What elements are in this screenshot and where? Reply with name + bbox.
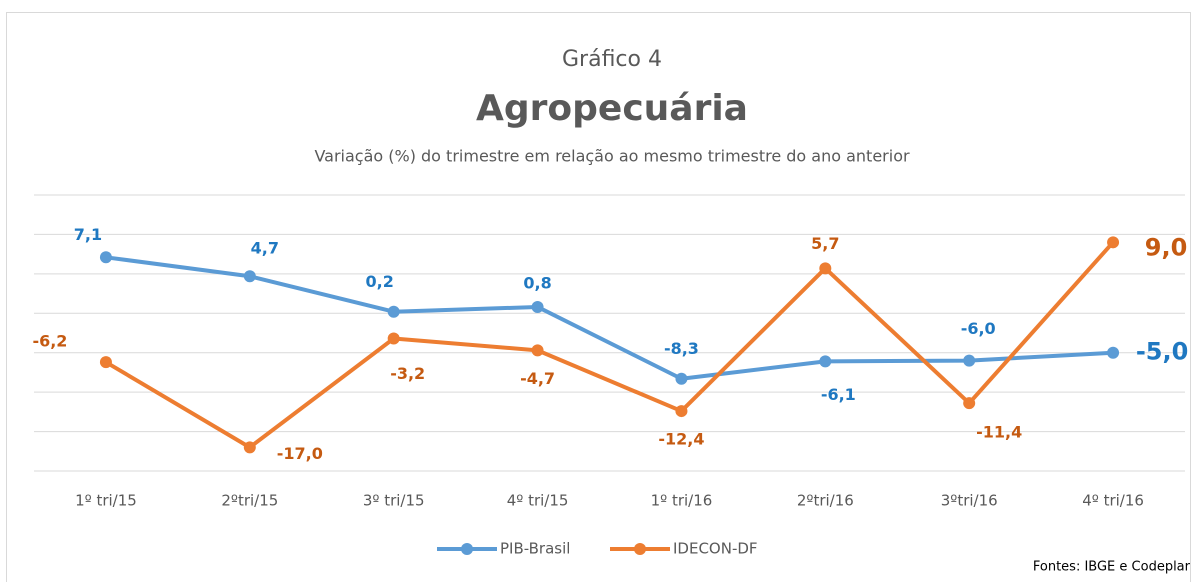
legend-label: PIB-Brasil bbox=[500, 540, 570, 558]
series-line bbox=[104, 240, 1115, 450]
chart-border bbox=[6, 12, 1191, 582]
data-label: -17,0 bbox=[277, 444, 323, 463]
data-point bbox=[1107, 346, 1120, 359]
data-label: -11,4 bbox=[976, 423, 1022, 442]
data-label: -3,2 bbox=[390, 364, 425, 383]
data-point bbox=[387, 305, 400, 318]
data-point bbox=[99, 251, 112, 264]
data-point bbox=[819, 262, 832, 275]
chart-title: Gráfico 4 bbox=[562, 47, 662, 72]
chart-description: Variação (%) do trimestre em relação ao … bbox=[314, 147, 910, 166]
x-tick-label: 2ºtri/16 bbox=[797, 492, 854, 510]
data-point bbox=[243, 441, 256, 454]
x-tick-label: 2ºtri/15 bbox=[221, 492, 278, 510]
data-label: 9,0 bbox=[1145, 233, 1188, 261]
data-point bbox=[531, 300, 544, 313]
data-point bbox=[675, 405, 688, 418]
legend-label: IDECON-DF bbox=[673, 540, 758, 558]
data-point bbox=[531, 344, 544, 357]
legend-marker bbox=[461, 543, 473, 555]
source-note: Fontes: IBGE e Codeplar bbox=[1033, 560, 1191, 575]
data-point bbox=[387, 332, 400, 345]
x-tick-label: 4º tri/16 bbox=[1082, 492, 1144, 510]
data-label: -6,2 bbox=[32, 332, 67, 351]
data-point bbox=[963, 354, 976, 367]
x-tick-label: 1º tri/16 bbox=[651, 492, 713, 510]
series-line bbox=[105, 255, 1114, 381]
data-point bbox=[99, 356, 112, 369]
data-label: 0,2 bbox=[366, 272, 394, 291]
x-tick-label: 3ºtri/16 bbox=[941, 492, 998, 510]
data-point bbox=[1107, 236, 1120, 249]
data-point bbox=[963, 397, 976, 410]
data-label: -12,4 bbox=[658, 430, 704, 449]
data-label: 7,1 bbox=[74, 225, 102, 244]
data-label: -8,3 bbox=[664, 339, 699, 358]
data-point bbox=[243, 270, 256, 283]
x-tick-label: 1º tri/15 bbox=[75, 492, 137, 510]
data-label: -6,1 bbox=[821, 385, 856, 404]
data-label: 0,8 bbox=[523, 273, 551, 292]
x-tick-label: 3º tri/15 bbox=[363, 492, 425, 510]
data-label: -6,0 bbox=[961, 319, 996, 338]
x-tick-label: 4º tri/15 bbox=[507, 492, 569, 510]
data-point bbox=[675, 372, 688, 385]
data-label: 5,7 bbox=[811, 234, 839, 253]
data-label: 4,7 bbox=[251, 239, 279, 258]
legend-marker bbox=[634, 543, 646, 555]
chart-subtitle: Agropecuária bbox=[476, 88, 748, 129]
data-point bbox=[819, 355, 832, 368]
data-label: -5,0 bbox=[1136, 338, 1188, 366]
data-label: -4,7 bbox=[520, 369, 555, 388]
